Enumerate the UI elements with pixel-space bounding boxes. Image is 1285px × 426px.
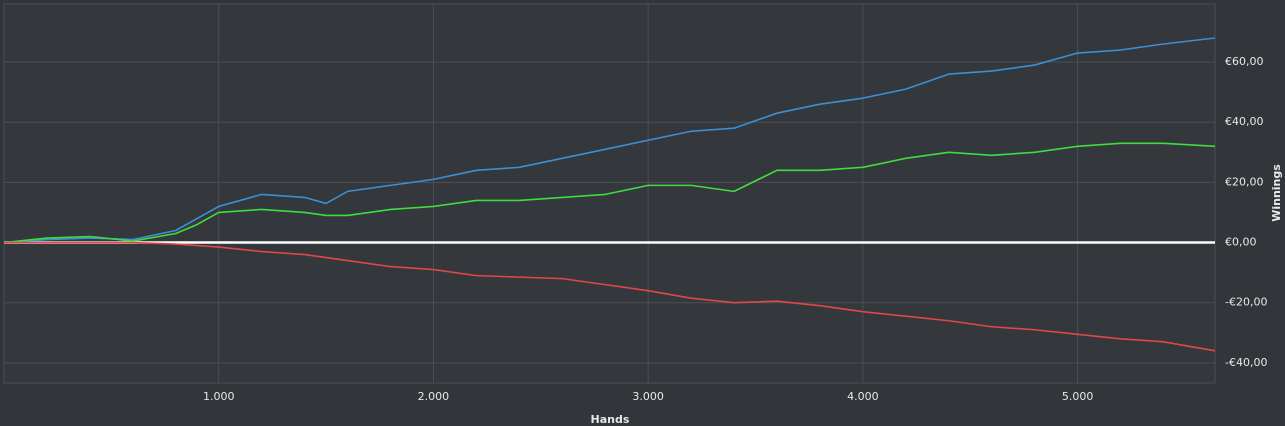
y-tick-label: €0,00 [1225,236,1257,249]
y-tick-label: €40,00 [1225,115,1264,128]
y-tick-label: -€20,00 [1225,296,1267,309]
x-tick-label: 5.000 [1062,390,1094,403]
y-tick-label: €60,00 [1225,55,1264,68]
y-tick-label: €20,00 [1225,175,1264,188]
x-tick-label: 2.000 [418,390,450,403]
x-tick-label: 1.000 [203,390,235,403]
y-tick-label: -€40,00 [1225,356,1267,369]
x-tick-label: 3.000 [632,390,664,403]
series-line [3,142,1216,244]
series-line [3,37,1216,244]
series-line [4,241,1216,352]
x-axis-label: Hands [591,413,630,426]
x-tick-label: 4.000 [847,390,879,403]
y-axis-label: Winnings [1270,164,1283,222]
